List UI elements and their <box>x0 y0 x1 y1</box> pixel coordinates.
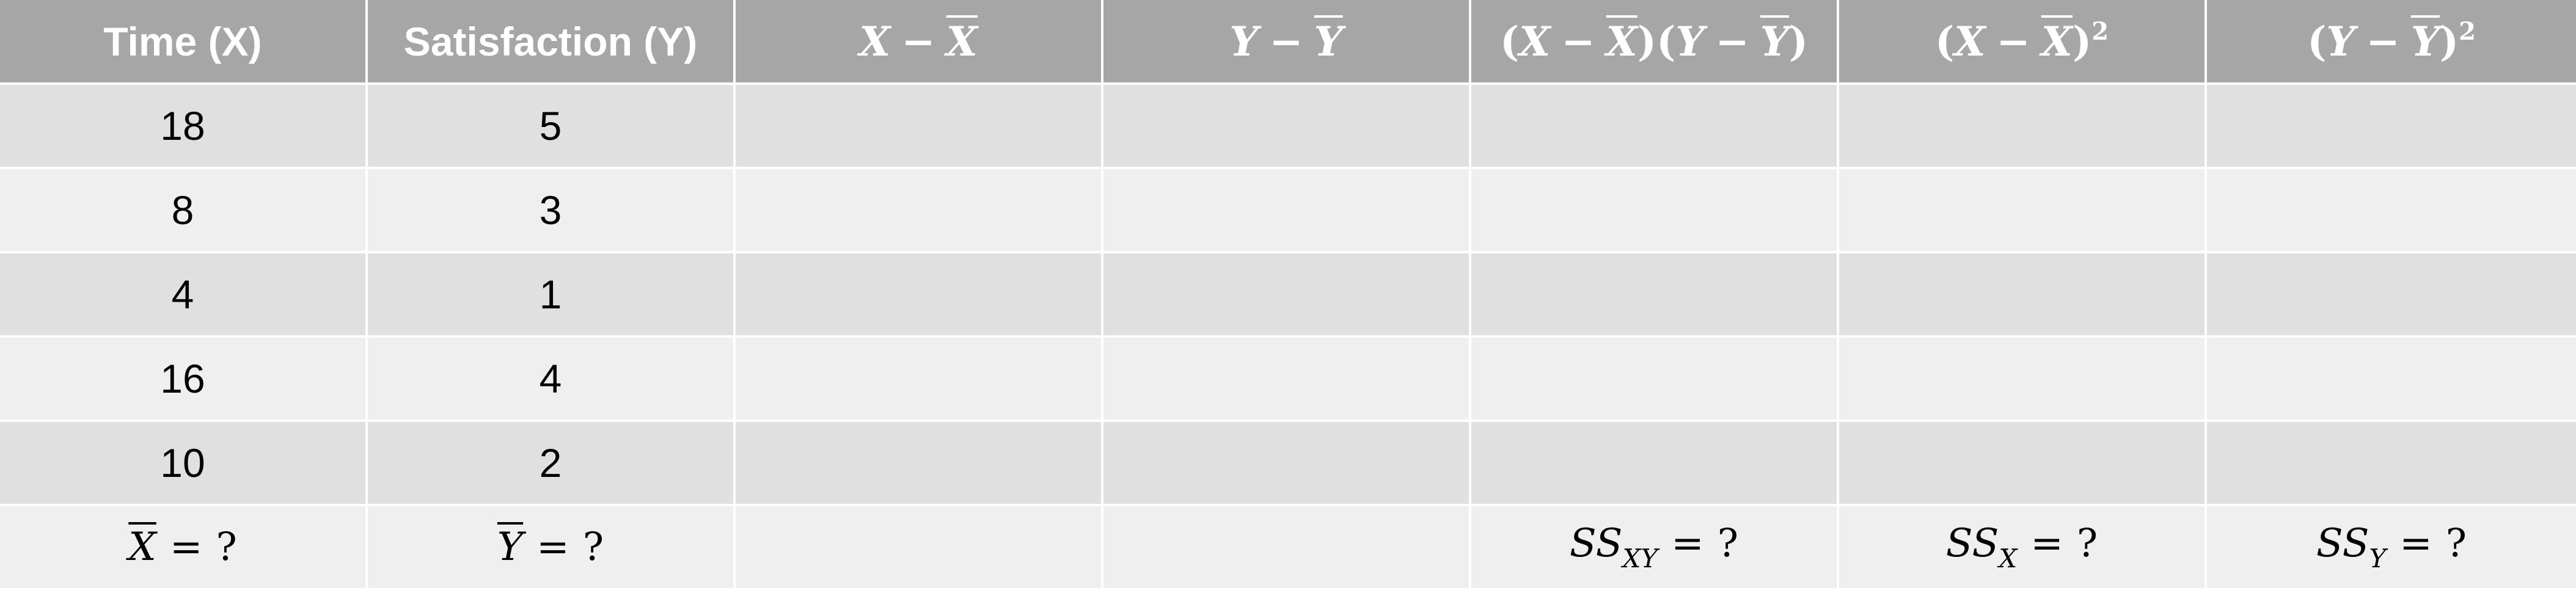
table-row: 4 1 <box>0 251 2576 335</box>
satisfaction-cell: 2 <box>368 420 736 504</box>
header-row: Time (X) Satisfaction (Y) X − X Y − Y (X − X)(… <box>0 0 2576 82</box>
cross-product-cell <box>1471 420 1839 504</box>
time-cell: 8 <box>0 167 368 251</box>
y-deviation-cell <box>1103 335 1471 420</box>
time-cell: 10 <box>0 420 368 504</box>
header-cross-product: (X − X)(Y − Y) <box>1471 0 1839 82</box>
x-deviation-cell <box>736 420 1103 504</box>
header-time: Time (X) <box>0 0 368 82</box>
x-squared-cell <box>1839 251 2207 335</box>
satisfaction-cell: 5 <box>368 82 736 167</box>
x-squared-cell <box>1839 335 2207 420</box>
summary-row: X =? Y =? SSXY =? SSX =? SSY =? <box>0 504 2576 588</box>
x-deviation-cell <box>736 335 1103 420</box>
x-squared-cell <box>1839 82 2207 167</box>
table-row: 10 2 <box>0 420 2576 504</box>
x-deviation-cell <box>736 251 1103 335</box>
cross-product-cell <box>1471 251 1839 335</box>
y-deviation-cell <box>1103 167 1471 251</box>
table-row: 16 4 <box>0 335 2576 420</box>
y-squared-cell <box>2207 420 2576 504</box>
cross-product-cell <box>1471 335 1839 420</box>
y-squared-cell <box>2207 82 2576 167</box>
empty-summary-cell <box>736 504 1103 588</box>
table-row: 18 5 <box>0 82 2576 167</box>
y-deviation-cell <box>1103 82 1471 167</box>
cross-product-cell <box>1471 167 1839 251</box>
time-cell: 4 <box>0 251 368 335</box>
ss-y-cell: SSY =? <box>2207 504 2576 588</box>
satisfaction-cell: 3 <box>368 167 736 251</box>
y-deviation-cell <box>1103 251 1471 335</box>
header-x-deviation: X − X <box>736 0 1103 82</box>
y-squared-cell <box>2207 251 2576 335</box>
y-deviation-cell <box>1103 420 1471 504</box>
ss-xy-cell: SSXY =? <box>1471 504 1839 588</box>
y-squared-cell <box>2207 335 2576 420</box>
table-row: 8 3 <box>0 167 2576 251</box>
x-mean-cell: X =? <box>0 504 368 588</box>
header-y-deviation: Y − Y <box>1103 0 1471 82</box>
header-x-squared-deviation: (X − X)2 <box>1839 0 2207 82</box>
time-cell: 18 <box>0 82 368 167</box>
x-deviation-cell <box>736 167 1103 251</box>
y-squared-cell <box>2207 167 2576 251</box>
x-squared-cell <box>1839 167 2207 251</box>
satisfaction-cell: 1 <box>368 251 736 335</box>
x-deviation-cell <box>736 82 1103 167</box>
satisfaction-cell: 4 <box>368 335 736 420</box>
y-mean-cell: Y =? <box>368 504 736 588</box>
cross-product-cell <box>1471 82 1839 167</box>
header-y-squared-deviation: (Y − Y)2 <box>2207 0 2576 82</box>
time-cell: 16 <box>0 335 368 420</box>
empty-summary-cell <box>1103 504 1471 588</box>
header-satisfaction: Satisfaction (Y) <box>368 0 736 82</box>
ss-x-cell: SSX =? <box>1839 504 2207 588</box>
x-squared-cell <box>1839 420 2207 504</box>
